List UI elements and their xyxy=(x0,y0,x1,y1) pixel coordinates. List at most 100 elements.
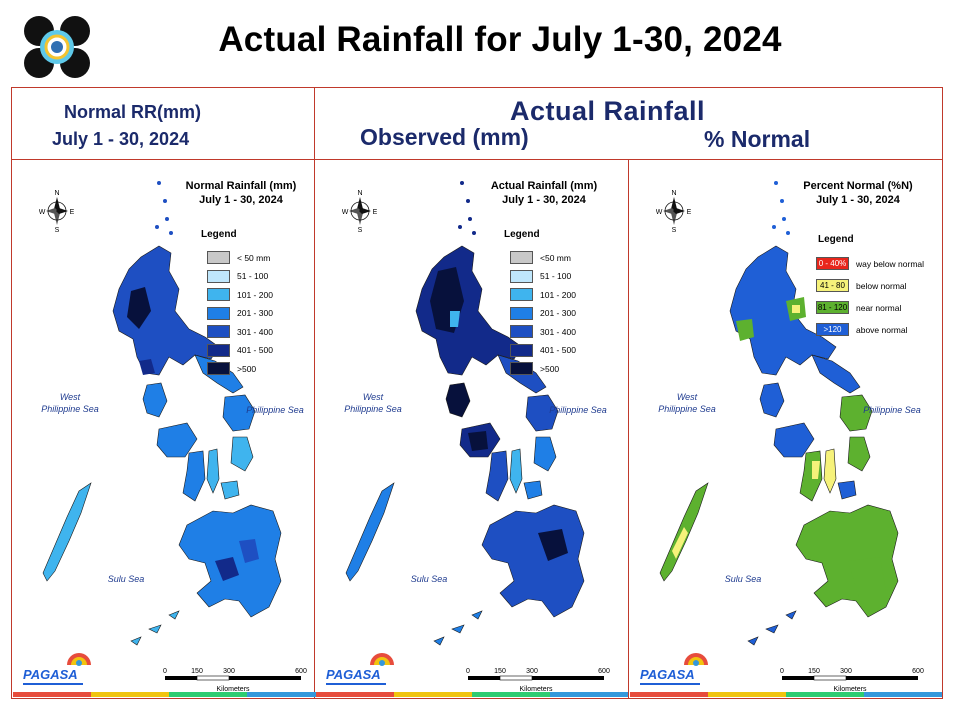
map-title-line: Actual Rainfall (mm) xyxy=(490,180,598,192)
scale-tick-label: 300 xyxy=(223,668,235,675)
scale-tick-label: 150 xyxy=(808,668,820,675)
map-period: July 1 - 30, 2024 xyxy=(199,194,283,206)
legend-item: 401 - 500 xyxy=(510,343,576,357)
map-title-line: Percent Normal (%N) xyxy=(803,180,913,192)
islet xyxy=(472,231,476,235)
legend-label: below normal xyxy=(856,280,907,291)
actual-header: Actual Rainfall xyxy=(510,96,706,126)
islet xyxy=(772,225,776,229)
rainfall-zone xyxy=(239,539,259,563)
legend-item: 41 - 80 below normal xyxy=(816,279,907,292)
scale-bar: 0 150 300 600 Kilometers xyxy=(163,668,307,693)
legend-item: 0 - 40% way below normal xyxy=(816,257,924,270)
islet xyxy=(774,181,778,185)
rainfall-zone xyxy=(672,527,688,559)
legend-swatch xyxy=(510,251,533,264)
region-panay xyxy=(773,422,815,458)
compass-icon: N S W E xyxy=(39,190,75,233)
region-negros xyxy=(182,450,206,502)
region-negros xyxy=(799,450,823,502)
pagasa-logo-text: PAGASA xyxy=(326,667,381,682)
islet xyxy=(460,181,464,185)
scale-tick-label: 0 xyxy=(466,668,470,675)
svg-text:W: W xyxy=(39,209,46,216)
svg-text:E: E xyxy=(70,209,75,216)
divider xyxy=(314,87,315,699)
region-mindanao xyxy=(481,504,585,618)
divider xyxy=(11,159,943,160)
stripe-segment xyxy=(394,692,472,697)
region-palawan xyxy=(42,482,92,582)
stripe-segment xyxy=(786,692,864,697)
scale-tick-label: 300 xyxy=(526,668,538,675)
legend-label: >500 xyxy=(237,363,257,374)
region-samar xyxy=(222,394,256,432)
legend-item: 301 - 400 xyxy=(207,325,273,338)
legend-swatch xyxy=(207,269,230,283)
svg-text:W: W xyxy=(342,209,349,216)
legend-swatch xyxy=(510,306,533,320)
legend-title: Legend xyxy=(504,229,540,240)
actual-rainfall-map: N S W E Actual Rainfall (mm) July 1 - 30, 202… xyxy=(316,161,628,697)
color-stripe xyxy=(13,692,325,697)
svg-text:E: E xyxy=(687,209,692,216)
sea-label-sulu: Sulu Sea xyxy=(107,574,145,584)
region-mindanao xyxy=(795,504,899,618)
percent-normal-map: N S W E Percent Normal (%N) July 1 - 30, 2024… xyxy=(630,161,942,697)
stripe-segment xyxy=(247,692,325,697)
legend-item: >500 xyxy=(510,362,559,375)
rainfall-zone xyxy=(450,311,460,327)
legend-label: >500 xyxy=(540,363,560,374)
stripe-segment xyxy=(864,692,942,697)
scale-unit: Kilometers xyxy=(833,686,867,693)
islet xyxy=(169,231,173,235)
region-luzon xyxy=(112,245,220,376)
sea-label-sulu: Sulu Sea xyxy=(410,574,448,584)
normal-rainfall-map: N S W E Normal Rainfall (mm) July 1 - 30, 202… xyxy=(13,161,325,697)
rainfall-zone xyxy=(736,319,754,341)
normal-header: Normal RR(mm) xyxy=(64,102,202,122)
pagasa-logo: PAGASA xyxy=(640,653,708,685)
svg-text:S: S xyxy=(55,227,60,233)
scale-tick-label: 0 xyxy=(163,668,167,675)
pagasa-logo-text: PAGASA xyxy=(23,667,78,682)
pagasa-logo: PAGASA xyxy=(23,653,91,685)
region-sulu xyxy=(747,610,797,646)
legend-swatch xyxy=(510,325,533,338)
region-sulu xyxy=(130,610,180,646)
legend-label: way below normal xyxy=(856,258,925,269)
color-stripe xyxy=(316,692,628,697)
legend-swatch xyxy=(510,288,533,301)
svg-text:S: S xyxy=(358,227,363,233)
region-samar xyxy=(525,394,559,432)
region-mindoro xyxy=(142,382,168,418)
region-bicol xyxy=(811,354,861,394)
legend-swatch xyxy=(207,288,230,301)
legend-label: above normal xyxy=(856,324,908,335)
scale-unit: Kilometers xyxy=(519,686,553,693)
legend-item: 101 - 200 xyxy=(207,288,273,301)
scale-tick-label: 0 xyxy=(780,668,784,675)
region-mindoro xyxy=(445,382,471,418)
sea-label-west: West Philippine Sea xyxy=(658,392,716,414)
map-period: July 1 - 30, 2024 xyxy=(502,194,586,206)
legend-label: 51 - 100 xyxy=(237,271,269,281)
legend-label: < 50 mm xyxy=(237,252,271,263)
scale-tick-label: 300 xyxy=(840,668,852,675)
legend-label: 201 - 300 xyxy=(540,308,576,318)
rainfall-zone xyxy=(127,287,151,329)
rainfall-zone xyxy=(848,557,886,607)
legend-label: 401 - 500 xyxy=(540,345,576,355)
islet xyxy=(782,217,786,221)
svg-text:S: S xyxy=(672,227,677,233)
region-mindoro xyxy=(759,382,785,418)
scale-tick-label: 150 xyxy=(494,668,506,675)
legend-item: 201 - 300 xyxy=(510,306,576,320)
legend-swatch: 81 - 120 xyxy=(816,301,849,314)
legend-swatch xyxy=(510,362,533,375)
legend-item: 101 - 200 xyxy=(510,288,576,301)
legend-label: near normal xyxy=(856,302,902,313)
legend-swatch: 0 - 40% xyxy=(816,257,849,270)
islet xyxy=(165,217,169,221)
legend-label: 51 - 100 xyxy=(540,271,572,281)
